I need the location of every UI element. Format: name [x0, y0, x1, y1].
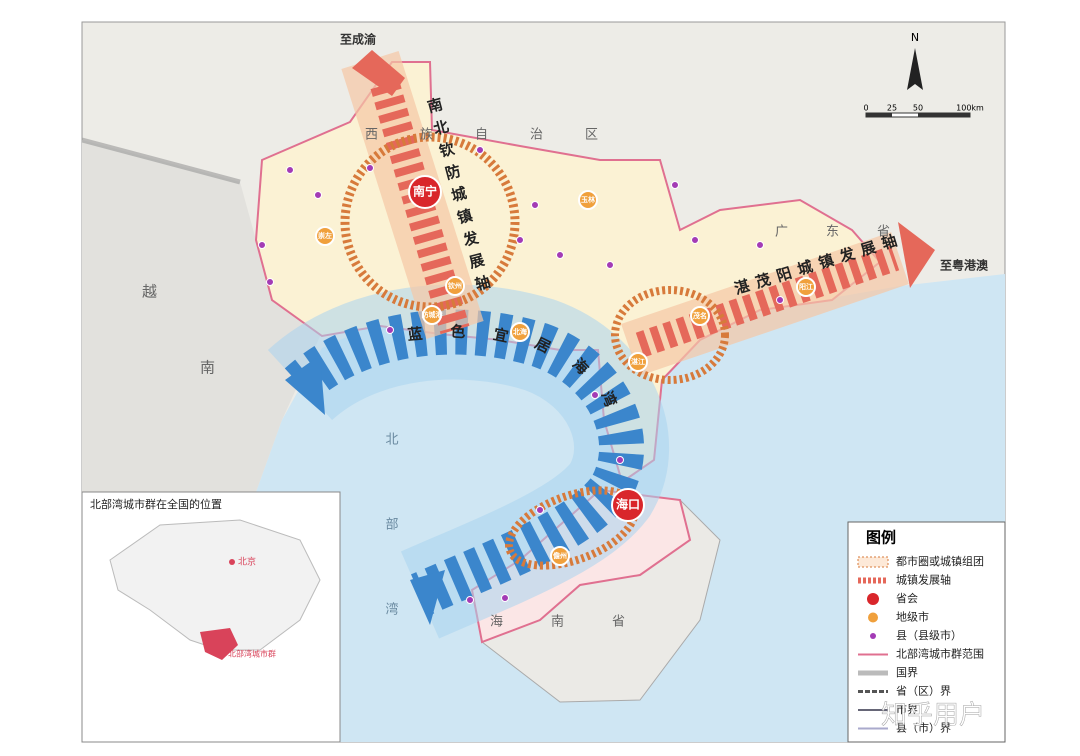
- scale-rect: [918, 113, 970, 117]
- county-marker: [691, 236, 699, 244]
- city-marker: [550, 546, 570, 566]
- county-marker: [366, 164, 374, 172]
- china-outline: [109, 519, 321, 651]
- beijing-dot: [229, 559, 235, 565]
- city-label: 崇左: [318, 231, 332, 240]
- city-label: 茂名: [693, 311, 707, 320]
- legend-title: 图例: [866, 529, 896, 547]
- country-label: 南: [200, 359, 215, 377]
- legend-label: 省会: [896, 592, 918, 605]
- county-marker: [258, 241, 266, 249]
- city-label: 湛江: [631, 357, 645, 366]
- city-label: 儋州: [553, 551, 567, 560]
- county-marker: [386, 326, 394, 334]
- county-marker: [501, 594, 509, 602]
- city-label: 海口: [616, 497, 640, 512]
- capital-marker: [408, 175, 442, 209]
- legend-swatch: [870, 633, 876, 639]
- axis-zmy: [635, 245, 900, 358]
- county-marker: [756, 241, 764, 249]
- county-marker: [556, 251, 564, 259]
- city-label: 钦州: [447, 281, 462, 290]
- scale-label: 50: [913, 104, 923, 113]
- city-label: 北海: [513, 327, 527, 336]
- legend-label: 省（区）界: [896, 685, 951, 698]
- legend-label: 城镇发展轴: [896, 573, 951, 587]
- bay-axis: [284, 309, 645, 616]
- city-marker: [578, 190, 598, 210]
- county-marker: [536, 506, 544, 514]
- legend-label: 县（市）界: [896, 721, 951, 735]
- watermark: 知乎用户: [881, 701, 985, 731]
- legend-label: 县（县级市）: [896, 628, 962, 642]
- legend-swatch: [868, 612, 878, 623]
- axis-arrow: [898, 222, 935, 288]
- scale-label: 25: [887, 104, 897, 113]
- legend-swatch: [857, 556, 889, 568]
- region-label: 西族自治区: [365, 127, 640, 143]
- city-marker: [445, 276, 465, 296]
- county-marker: [606, 261, 614, 269]
- north-arrow: [907, 48, 923, 90]
- inset-region: [200, 628, 238, 660]
- county-marker: [776, 296, 784, 304]
- legend-label: 北部湾城市群范围: [896, 647, 984, 661]
- bay-arrow: [285, 355, 445, 625]
- axis-arrow: [352, 50, 405, 96]
- region-label: 海南省: [490, 614, 673, 630]
- sea-label: 北部湾: [383, 432, 399, 687]
- county-marker: [266, 278, 274, 286]
- county-marker: [314, 191, 322, 199]
- county-marker: [616, 456, 624, 464]
- city-label: 玉林: [581, 195, 596, 204]
- legend-label: 国界: [896, 666, 918, 679]
- capital-marker: [611, 488, 645, 522]
- scale-bar: [865, 112, 971, 118]
- county-marker: [671, 181, 679, 189]
- legend-label: 地级市: [896, 610, 929, 624]
- county-marker: [516, 236, 524, 244]
- city-label: 阳江: [799, 282, 813, 291]
- legend-swatch: [867, 593, 879, 605]
- scale-label: 100km: [956, 104, 984, 113]
- scale-rect: [866, 113, 892, 117]
- region-label: 广东省: [775, 225, 928, 240]
- inset-label: 北部湾城市群: [228, 649, 276, 659]
- country-label: 越: [142, 283, 157, 301]
- inset-label: 北京: [238, 556, 256, 568]
- legend-label: 市界: [896, 702, 918, 716]
- county-marker: [476, 146, 484, 154]
- city-marker: [690, 306, 710, 326]
- legend-label: 都市圈或城镇组团: [896, 554, 984, 568]
- border: [81, 137, 241, 185]
- county-marker: [591, 391, 599, 399]
- county-marker: [286, 166, 294, 174]
- metro-ring: [611, 286, 729, 384]
- north-label: N: [911, 31, 919, 44]
- direction-label: 至粤港澳: [940, 258, 989, 273]
- city-marker: [796, 277, 816, 297]
- city-marker: [510, 322, 530, 342]
- inset-title: 北部湾城市群在全国的位置: [90, 497, 222, 511]
- city-label: 防城港: [422, 310, 444, 319]
- scale-label: 0: [863, 104, 868, 113]
- city-marker: [628, 352, 648, 372]
- city-marker: [315, 226, 335, 246]
- direction-label: 至成渝: [340, 32, 377, 47]
- county-marker: [466, 596, 474, 604]
- county-marker: [531, 201, 539, 209]
- city-marker: [422, 305, 442, 325]
- city-label: 南宁: [413, 184, 437, 199]
